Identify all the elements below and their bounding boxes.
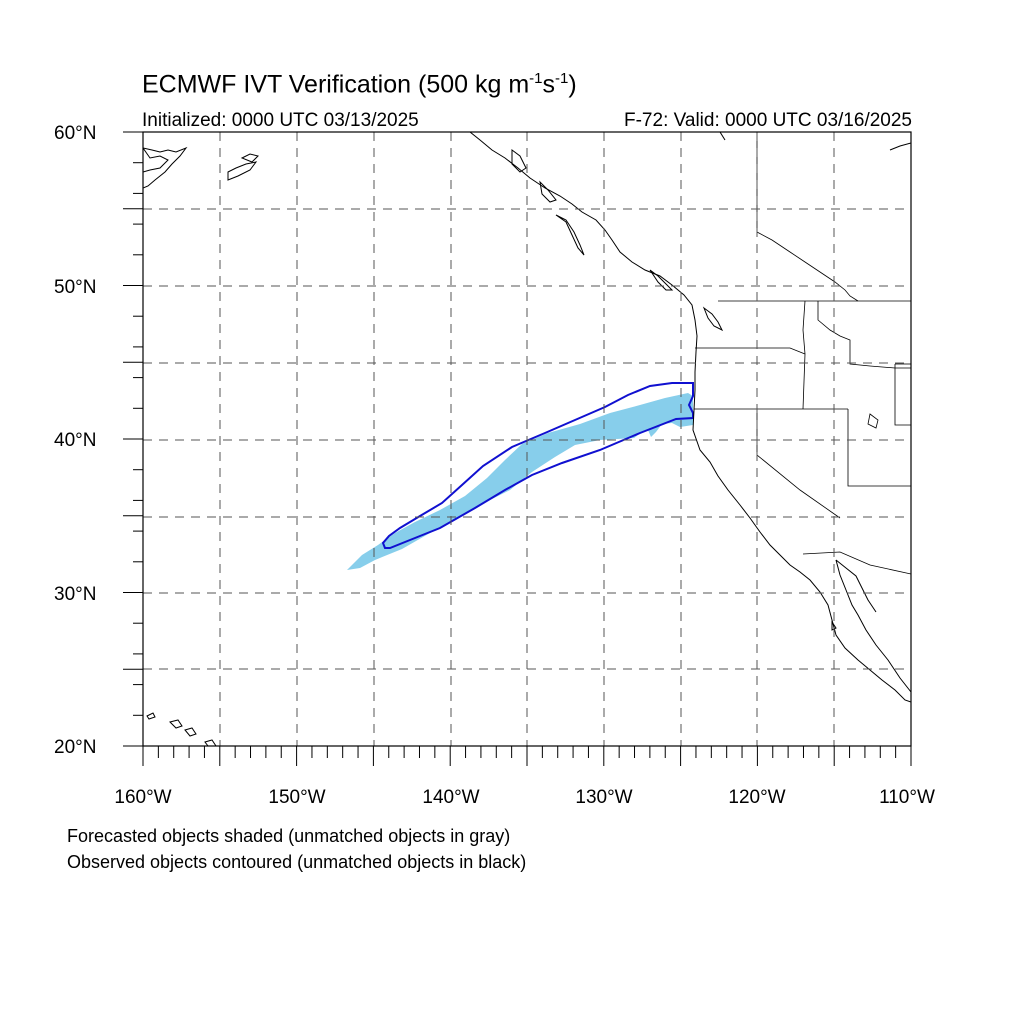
lon-label-110w: 110°W: [879, 787, 935, 808]
initialized-time: Initialized: 0000 UTC 03/13/2025: [142, 110, 419, 131]
lat-label-20n: 20°N: [54, 737, 97, 758]
lat-label-30n: 30°N: [54, 584, 97, 605]
lon-label-160w: 160°W: [114, 787, 172, 808]
axis-ticks: [123, 131, 912, 766]
graticule: [143, 132, 911, 746]
coastlines: [143, 132, 911, 746]
lat-label-50n: 50°N: [54, 277, 97, 298]
lat-label-40n: 40°N: [54, 430, 97, 451]
lon-label-140w: 140°W: [422, 787, 480, 808]
lon-label-120w: 120°W: [728, 787, 786, 808]
observed-legend-note: Observed objects contoured (unmatched ob…: [67, 852, 527, 872]
lat-label-60n: 60°N: [54, 123, 97, 144]
lon-label-150w: 150°W: [268, 787, 326, 808]
chart-title: ECMWF IVT Verification (500 kg m-1s-1): [142, 70, 577, 99]
valid-time: F-72: Valid: 0000 UTC 03/16/2025: [624, 110, 912, 131]
forecast-legend-note: Forecasted objects shaded (unmatched obj…: [67, 826, 511, 846]
political-borders: [694, 132, 911, 575]
lon-label-130w: 130°W: [575, 787, 633, 808]
observed-object-contour: [381, 382, 694, 549]
